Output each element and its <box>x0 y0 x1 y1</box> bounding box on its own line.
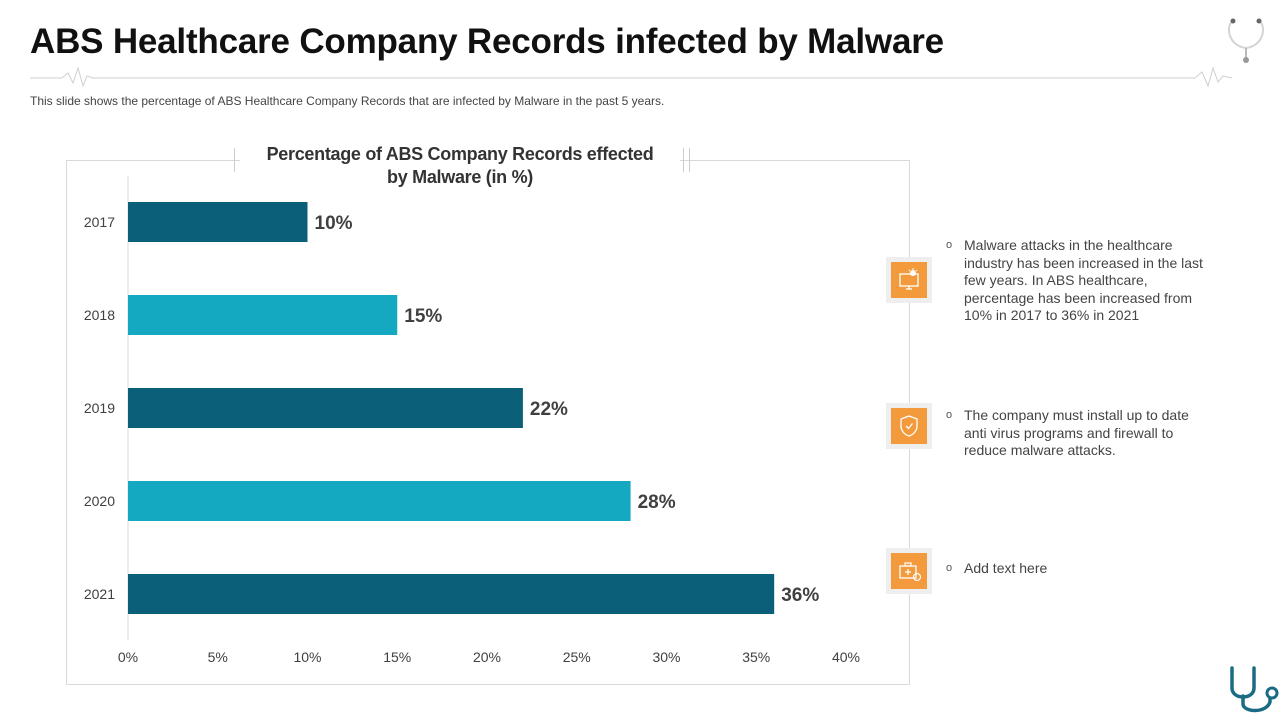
bar <box>128 388 523 428</box>
x-tick-label: 35% <box>742 649 770 665</box>
x-tick-label: 30% <box>652 649 680 665</box>
x-tick-label: 25% <box>563 649 591 665</box>
y-tick-label: 2021 <box>84 586 115 602</box>
bar <box>128 574 775 614</box>
note-bullet-3: o <box>946 562 953 574</box>
data-label: 15% <box>404 306 442 327</box>
malware-computer-icon <box>899 268 919 290</box>
page-subtitle: This slide shows the percentage of ABS H… <box>30 94 665 108</box>
x-tick-label: 10% <box>293 649 321 665</box>
bar <box>128 481 631 521</box>
data-label: 36% <box>781 585 819 606</box>
y-tick-label: 2020 <box>84 493 115 509</box>
stethoscope-top-icon <box>1228 18 1264 63</box>
note-icon-3 <box>886 548 932 594</box>
shield-check-icon <box>900 415 918 437</box>
y-tick-label: 2017 <box>84 214 115 230</box>
note-bullet-1: o <box>946 239 953 251</box>
bar <box>128 295 398 335</box>
note-text-3: Add text here <box>964 560 1048 576</box>
chart-title-tick-right <box>683 148 690 172</box>
chart-title-line-1: Percentage of ABS Company Records effect… <box>266 144 654 164</box>
x-tick-label: 0% <box>118 649 138 665</box>
x-tick-label: 20% <box>473 649 501 665</box>
stethoscope-icon <box>1230 666 1279 713</box>
note-icon-1 <box>886 257 932 303</box>
chart-title-line-2: by Malware (in %) <box>387 167 533 187</box>
note-bullet-2: o <box>946 409 953 421</box>
note-icon-2 <box>886 403 932 449</box>
x-tick-label: 15% <box>383 649 411 665</box>
chart-title: Percentage of ABS Company Records effect… <box>240 143 680 189</box>
data-label: 22% <box>530 399 568 420</box>
page-title: ABS Healthcare Company Records infected … <box>30 22 944 61</box>
x-tick-label: 40% <box>832 649 860 665</box>
data-label: 10% <box>315 213 353 234</box>
note-text-1: Malware attacks in the healthcare indust… <box>964 237 1203 323</box>
data-label: 28% <box>638 492 676 513</box>
medical-kit-icon <box>899 562 922 582</box>
header-pulse-line <box>30 66 1233 88</box>
y-tick-label: 2019 <box>84 400 115 416</box>
x-tick-label: 5% <box>208 649 228 665</box>
bar <box>128 202 308 242</box>
note-text-2: The company must install up to date anti… <box>964 407 1189 458</box>
y-tick-label: 2018 <box>84 307 115 323</box>
